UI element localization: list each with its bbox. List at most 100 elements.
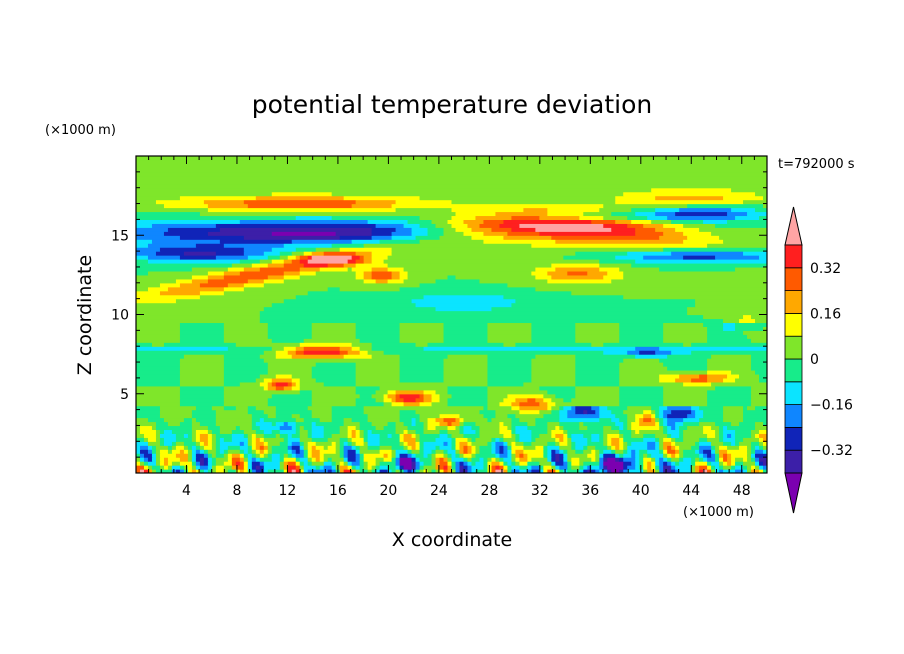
contour-cell xyxy=(531,243,708,248)
contour-cell xyxy=(223,437,233,442)
contour-cell xyxy=(136,401,181,407)
contour-cell xyxy=(679,433,684,438)
contour-cell xyxy=(607,437,612,442)
contour-cell xyxy=(251,421,257,427)
contour-cell xyxy=(287,453,293,458)
contour-cell xyxy=(559,417,600,423)
contour-cell xyxy=(539,465,544,470)
contour-cell xyxy=(183,449,189,454)
contour-cell xyxy=(755,445,760,450)
contour-cell xyxy=(507,469,512,473)
contour-cell xyxy=(695,469,700,473)
contour-cell xyxy=(311,251,325,256)
contour-cell xyxy=(475,453,497,458)
contour-cell xyxy=(495,445,501,450)
contour-cell xyxy=(215,255,249,260)
contour-cell xyxy=(136,405,161,411)
contour-cell xyxy=(659,421,664,427)
contour-cell xyxy=(207,231,273,236)
contour-cell xyxy=(707,330,744,335)
contour-cell xyxy=(711,354,752,359)
contour-cell xyxy=(715,421,732,427)
contour-cell xyxy=(631,421,640,427)
contour-cell xyxy=(763,195,767,201)
contour-cell xyxy=(491,449,497,454)
contour-cell xyxy=(455,211,497,217)
contour-cell xyxy=(479,449,493,454)
contour-cell xyxy=(347,461,353,466)
contour-cell xyxy=(643,413,652,419)
contour-cell xyxy=(283,243,333,248)
contour-cell xyxy=(527,397,536,403)
contour-cell xyxy=(703,453,708,458)
contour-cell xyxy=(443,457,449,462)
contour-cell xyxy=(187,465,193,470)
contour-cell xyxy=(391,397,397,403)
contour-cell xyxy=(531,429,548,434)
contour-cell xyxy=(147,243,197,248)
contour-cell xyxy=(175,445,185,450)
contour-cell xyxy=(491,227,513,232)
contour-cell xyxy=(643,461,648,466)
contour-cell xyxy=(435,465,441,470)
contour-cell xyxy=(136,247,161,252)
contour-cell xyxy=(351,445,357,450)
contour-cell xyxy=(159,453,177,458)
contour-cell xyxy=(191,461,197,466)
contour-cell xyxy=(355,326,401,331)
contour-cell xyxy=(703,457,708,462)
contour-cell xyxy=(679,449,684,454)
contour-cell xyxy=(259,449,265,454)
contour-cell xyxy=(295,346,305,351)
contour-cell xyxy=(539,231,636,236)
contour-cell xyxy=(147,255,181,260)
contour-cell xyxy=(327,469,333,473)
contour-cell xyxy=(643,437,656,442)
contour-cell xyxy=(575,449,584,454)
contour-cell xyxy=(351,346,361,351)
contour-cell xyxy=(435,445,441,450)
contour-cell xyxy=(207,449,217,454)
contour-cell xyxy=(139,453,145,458)
contour-cell xyxy=(247,453,253,458)
contour-cell xyxy=(679,461,692,466)
contour-cell xyxy=(507,445,512,450)
contour-cell xyxy=(511,441,516,446)
contour-cell xyxy=(507,441,512,446)
contour-cell xyxy=(136,282,161,288)
contour-cell xyxy=(175,453,189,458)
contour-cell xyxy=(711,449,716,454)
contour-cell xyxy=(483,239,556,244)
contour-cell xyxy=(423,449,433,454)
contour-cell xyxy=(547,445,560,450)
contour-cell xyxy=(327,445,337,450)
contour-cell xyxy=(559,437,564,442)
contour-cell xyxy=(559,457,564,462)
contour-cell xyxy=(347,433,353,438)
contour-cell xyxy=(739,373,760,379)
contour-cell xyxy=(136,167,767,173)
contour-cell xyxy=(251,433,257,438)
contour-cell xyxy=(443,362,489,367)
contour-cell xyxy=(623,433,632,438)
contour-cell xyxy=(136,290,161,296)
contour-cell xyxy=(179,255,217,260)
contour-cell xyxy=(627,215,648,220)
contour-cell xyxy=(275,350,289,355)
contour-cell xyxy=(487,326,532,331)
contour-cell xyxy=(179,381,225,387)
contour-cell xyxy=(343,421,361,427)
contour-cell xyxy=(663,465,672,470)
contour-cell xyxy=(631,262,767,268)
contour-cell xyxy=(199,421,217,427)
contour-cell xyxy=(331,461,337,466)
contour-cell xyxy=(583,469,588,473)
contour-cell xyxy=(731,369,756,375)
contour-cell xyxy=(531,437,536,442)
contour-cell xyxy=(687,203,764,209)
contour-cell xyxy=(179,377,225,383)
contour-cell xyxy=(619,373,660,379)
contour-cell xyxy=(343,449,349,454)
contour-cell xyxy=(163,437,177,442)
contour-cell xyxy=(447,219,465,224)
